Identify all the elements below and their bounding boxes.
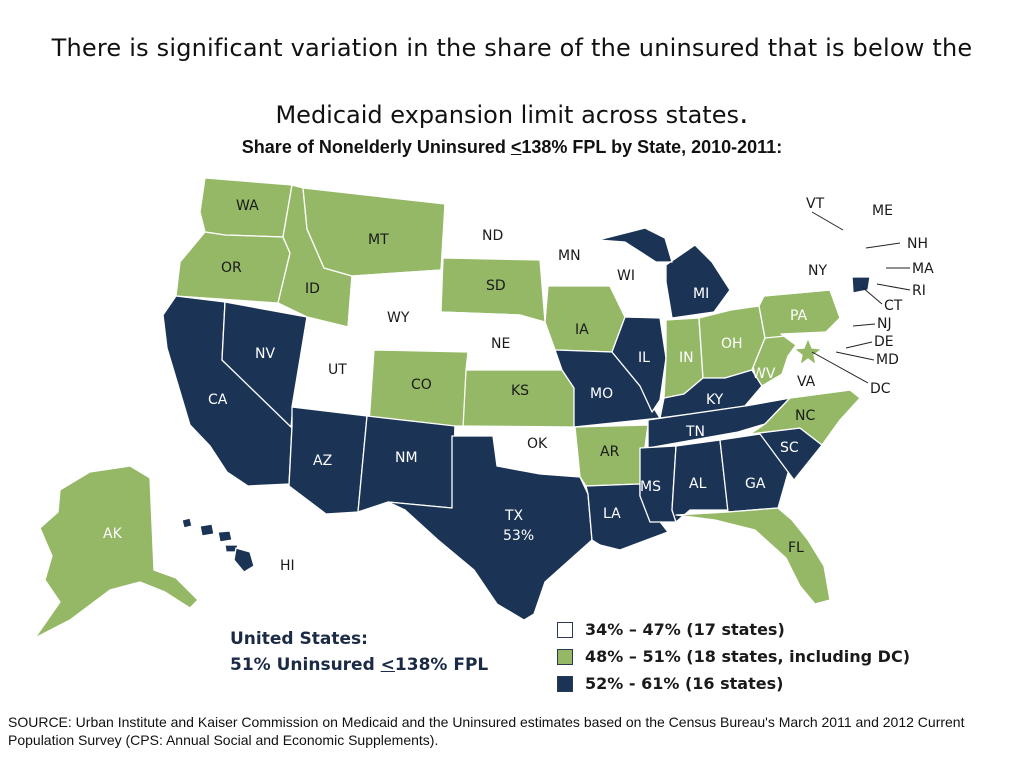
label-mt: MT — [368, 232, 389, 248]
state-ks[interactable] — [462, 369, 576, 429]
label-wv: WV — [752, 366, 776, 382]
label-nj: NJ — [877, 316, 892, 332]
label-sc: SC — [780, 440, 799, 456]
label-or: OR — [221, 260, 242, 276]
label-ma: MA — [912, 261, 934, 277]
state-sd[interactable] — [440, 257, 546, 323]
state-vt[interactable] — [837, 215, 856, 261]
us-summary-line-2: 51% Uninsured <138% FPL — [230, 652, 488, 678]
label-tx-value: 53% — [503, 528, 534, 544]
legend-item-low: 34% – 47% (17 states) — [557, 616, 910, 643]
state-dc[interactable] — [793, 337, 823, 366]
label-ms: MS — [640, 479, 661, 495]
legend-label-mid: 48% – 51% (18 states, including DC) — [585, 647, 911, 666]
label-az: AZ — [313, 453, 332, 469]
label-ut: UT — [328, 362, 347, 378]
legend-swatch-mid — [557, 648, 573, 665]
label-al: AL — [689, 476, 707, 492]
us-summary-suffix: 138% FPL — [394, 655, 489, 675]
label-ok: OK — [527, 436, 548, 452]
label-nd: ND — [482, 228, 503, 244]
state-ia[interactable] — [544, 285, 626, 353]
label-wy: WY — [387, 310, 410, 326]
label-nm: NM — [395, 450, 418, 466]
label-ga: GA — [745, 476, 766, 492]
label-fl: FL — [788, 540, 804, 556]
us-summary-underlined-symbol: < — [380, 655, 395, 675]
source-note: SOURCE: Urban Institute and Kaiser Commi… — [8, 714, 965, 748]
label-ca: CA — [208, 392, 228, 408]
label-mo: MO — [590, 386, 613, 402]
title-line-1: There is significant variation in the sh… — [51, 34, 973, 62]
label-il: IL — [638, 350, 650, 366]
label-hi: HI — [280, 558, 295, 574]
state-ga[interactable] — [719, 433, 791, 513]
state-mi[interactable] — [597, 227, 731, 319]
label-wa: WA — [236, 198, 259, 214]
state-il[interactable] — [611, 316, 667, 413]
label-co: CO — [411, 377, 432, 393]
label-md: MD — [876, 352, 899, 368]
state-ct[interactable] — [851, 276, 871, 294]
us-summary-line-1: United States: — [230, 629, 368, 649]
subtitle-underlined-symbol: < — [510, 137, 522, 157]
label-ne: NE — [491, 336, 510, 352]
legend-label-high: 52% - 61% (16 states) — [585, 674, 784, 693]
label-oh: OH — [721, 336, 743, 352]
legend-swatch-low — [557, 621, 573, 638]
label-wi: WI — [617, 268, 635, 284]
state-fl[interactable] — [675, 507, 831, 605]
label-leader-lines — [811, 211, 911, 384]
title-period: . — [738, 96, 749, 131]
state-hi[interactable] — [181, 517, 255, 573]
state-ri[interactable] — [869, 276, 881, 290]
subtitle-suffix: 138% FPL by State, 2010-2011: — [521, 137, 783, 157]
map-legend: 34% – 47% (17 states) 48% – 51% (18 stat… — [557, 616, 910, 697]
subtitle-prefix: Share of Nonelderly Uninsured — [241, 137, 511, 157]
label-me: ME — [872, 203, 893, 219]
label-de: DE — [874, 334, 894, 350]
label-tx: TX — [504, 508, 524, 524]
label-va: VA — [797, 374, 816, 390]
us-summary: United States: 51% Uninsured <138% FPL — [230, 626, 488, 678]
state-nj[interactable] — [837, 311, 859, 343]
label-ak: AK — [103, 526, 123, 542]
label-nv: NV — [255, 346, 275, 362]
title-line-2-text: Medicaid expansion limit across states — [275, 101, 739, 129]
label-ks: KS — [511, 383, 529, 399]
label-pa: PA — [790, 308, 808, 324]
label-ky: KY — [706, 392, 724, 408]
legend-swatch-high — [557, 675, 573, 692]
label-ri: RI — [912, 283, 926, 299]
label-nh: NH — [907, 236, 928, 252]
label-id: ID — [305, 281, 320, 297]
legend-label-low: 34% – 47% (17 states) — [585, 620, 785, 639]
label-dc: DC — [870, 381, 891, 397]
label-ia: IA — [575, 322, 589, 338]
label-tn: TN — [685, 424, 705, 440]
state-ma[interactable] — [851, 255, 893, 277]
label-mn: MN — [558, 248, 581, 264]
state-va[interactable] — [744, 348, 851, 407]
label-ct: CT — [884, 298, 903, 314]
state-me[interactable] — [863, 179, 921, 251]
legend-item-mid: 48% – 51% (18 states, including DC) — [557, 643, 910, 670]
state-labels: WA OR CA NV ID MT WY UT CO AZ NM ND SD N… — [103, 196, 934, 574]
label-nc: NC — [795, 408, 815, 424]
map-subtitle: Share of Nonelderly Uninsured <138% FPL … — [0, 137, 1024, 158]
state-ak[interactable] — [34, 465, 199, 639]
label-ny: NY — [808, 263, 827, 279]
label-in: IN — [679, 350, 694, 366]
us-summary-prefix: 51% Uninsured — [230, 655, 381, 675]
label-sd: SD — [486, 278, 506, 294]
label-vt: VT — [806, 196, 825, 212]
label-ar: AR — [600, 444, 620, 460]
state-tx[interactable] — [387, 435, 593, 621]
label-mi: MI — [693, 286, 709, 302]
label-la: LA — [603, 506, 621, 522]
legend-item-high: 52% - 61% (16 states) — [557, 670, 910, 697]
title-line-2: Medicaid expansion limit across states. — [0, 96, 1024, 131]
